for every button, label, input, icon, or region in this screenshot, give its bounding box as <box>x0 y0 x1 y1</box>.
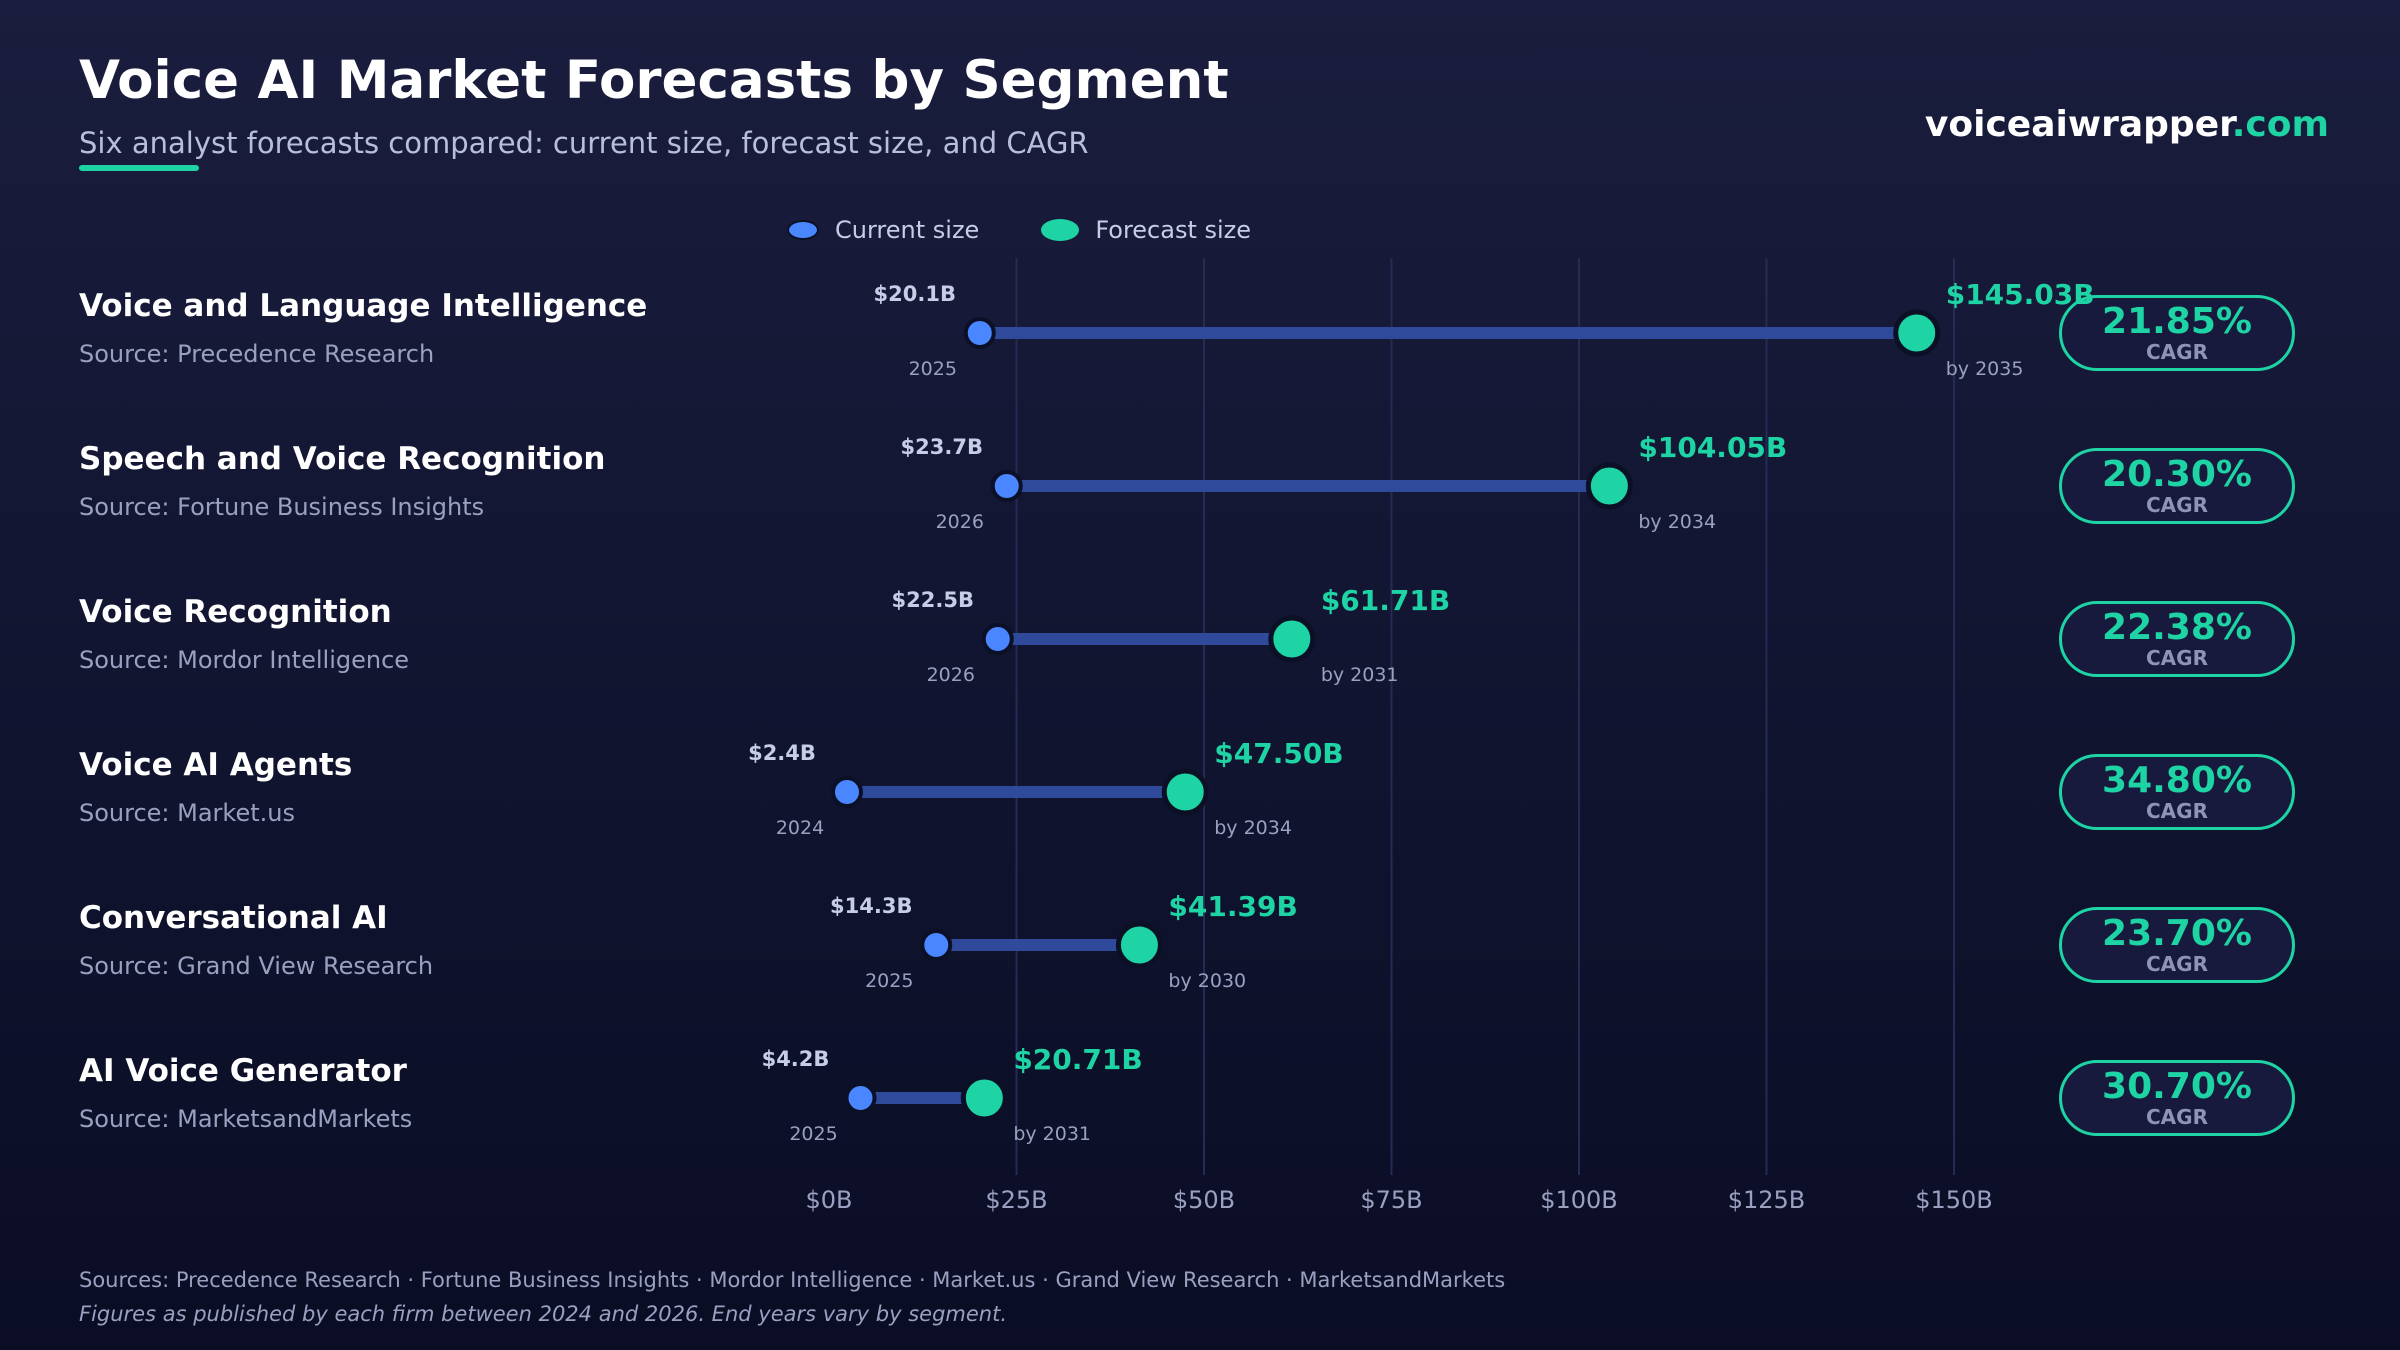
current-size-point <box>920 929 953 961</box>
segment-name: Speech and Voice Recognition <box>79 441 606 477</box>
forecast-year-label: by 2034 <box>1214 817 1292 839</box>
segment-name: Voice and Language Intelligence <box>79 288 648 324</box>
cagr-caption: CAGR <box>2146 1105 2208 1129</box>
segment-label: AI Voice Generator Source: MarketsandMark… <box>79 1053 412 1133</box>
forecast-year-label: by 2035 <box>1946 358 2024 380</box>
current-size-point <box>963 317 996 349</box>
x-tick-label: $50B <box>1173 1186 1235 1214</box>
forecast-year-label: by 2030 <box>1168 970 1246 992</box>
current-value-label: $22.5B <box>892 588 974 612</box>
current-year-label: 2025 <box>909 358 957 380</box>
brand-logo[interactable]: voiceaiwrapper.com <box>1925 104 2329 145</box>
cagr-value: 34.80% <box>2102 760 2252 801</box>
forecast-size-point <box>960 1074 1008 1122</box>
segment-source: Source: Precedence Research <box>79 340 435 368</box>
current-size-point <box>990 470 1023 502</box>
forecast-year-label: by 2034 <box>1638 511 1716 533</box>
cagr-badge: 34.80% CAGR <box>2059 754 2295 830</box>
current-year-label: 2026 <box>927 664 975 686</box>
current-size-point <box>844 1082 877 1114</box>
current-size-point <box>981 623 1014 655</box>
cagr-value: 23.70% <box>2102 913 2252 954</box>
forecast-size-point <box>1268 615 1316 663</box>
forecast-value-label: $47.50B <box>1214 737 1343 770</box>
current-year-label: 2026 <box>936 511 984 533</box>
page-title: Voice AI Market Forecasts by Segment <box>79 50 1229 111</box>
forecast-size-point <box>1161 768 1209 816</box>
segment-label: Voice AI Agents Source: Market.us <box>79 747 352 827</box>
forecast-value-label: $104.05B <box>1638 431 1787 464</box>
forecast-value-label: $41.39B <box>1168 890 1297 923</box>
forecast-value-label: $20.71B <box>1013 1043 1142 1076</box>
forecast-value-label: $145.03B <box>1946 278 2095 311</box>
footer-sources: Sources: Precedence Research · Fortune B… <box>79 1268 1506 1292</box>
cagr-value: 22.38% <box>2102 607 2252 648</box>
cagr-badge: 22.38% CAGR <box>2059 601 2295 677</box>
segment-label: Voice and Language Intelligence Source: P… <box>79 288 647 368</box>
segment-name: Voice Recognition <box>79 594 392 630</box>
forecast-value-label: $61.71B <box>1321 584 1450 617</box>
cagr-badge: 20.30% CAGR <box>2059 448 2295 524</box>
cagr-caption: CAGR <box>2146 799 2208 823</box>
current-year-label: 2024 <box>776 817 824 839</box>
current-year-label: 2025 <box>789 1123 837 1145</box>
cagr-badge: 30.70% CAGR <box>2059 1060 2295 1136</box>
cagr-caption: CAGR <box>2146 493 2208 517</box>
x-tick-label: $125B <box>1728 1186 1806 1214</box>
brand-name: voiceaiwrapper <box>1924 104 2232 145</box>
forecast-size-point <box>1585 462 1633 510</box>
segment-source: Source: Mordor Intelligence <box>79 646 410 674</box>
segment-name: Voice AI Agents <box>79 747 353 783</box>
current-size-swatch <box>787 220 819 240</box>
legend-item-forecast: Forecast size <box>1041 216 1251 244</box>
x-tick-label: $150B <box>1915 1186 1993 1214</box>
segment-source: Source: Grand View Research <box>79 952 434 980</box>
current-value-label: $2.4B <box>748 741 816 765</box>
forecast-year-label: by 2031 <box>1013 1123 1091 1145</box>
legend-forecast-label: Forecast size <box>1095 216 1252 244</box>
footer-note: Figures as published by each firm betwee… <box>79 1302 1007 1326</box>
cagr-value: 21.85% <box>2102 301 2252 342</box>
chart-legend: Current size Forecast size <box>787 212 1251 248</box>
x-tick-label: $100B <box>1540 1186 1618 1214</box>
cagr-caption: CAGR <box>2146 646 2208 670</box>
current-year-label: 2025 <box>865 970 913 992</box>
segment-source: Source: Fortune Business Insights <box>79 493 485 521</box>
current-value-label: $14.3B <box>830 894 912 918</box>
segment-name: Conversational AI <box>79 900 388 936</box>
cagr-caption: CAGR <box>2146 952 2208 976</box>
x-tick-label: $0B <box>805 1186 852 1214</box>
cagr-badge: 23.70% CAGR <box>2059 907 2295 983</box>
x-tick-label: $25B <box>985 1186 1047 1214</box>
legend-item-current: Current size <box>787 216 979 244</box>
cagr-value: 20.30% <box>2102 454 2252 495</box>
legend-current-label: Current size <box>835 216 980 244</box>
forecast-size-point <box>1893 309 1941 357</box>
segment-source: Source: MarketsandMarkets <box>79 1105 413 1133</box>
current-size-point <box>831 776 863 808</box>
current-value-label: $4.2B <box>762 1047 830 1071</box>
forecast-year-label: by 2031 <box>1321 664 1399 686</box>
cagr-value: 30.70% <box>2102 1066 2252 1107</box>
current-value-label: $20.1B <box>874 282 956 306</box>
title-accent-underline <box>79 165 199 171</box>
brand-tld: .com <box>2231 104 2329 145</box>
segment-label: Voice Recognition Source: Mordor Intellig… <box>79 594 409 674</box>
forecast-size-swatch <box>1041 219 1080 241</box>
segment-label: Speech and Voice Recognition Source: Fort… <box>79 441 605 521</box>
forecast-size-point <box>1115 921 1163 969</box>
x-tick-label: $75B <box>1360 1186 1422 1214</box>
cagr-caption: CAGR <box>2146 340 2208 364</box>
segment-source: Source: Market.us <box>79 799 295 827</box>
page-subtitle: Six analyst forecasts compared: current … <box>79 126 1089 160</box>
current-value-label: $23.7B <box>901 435 983 459</box>
segment-label: Conversational AI Source: Grand View Rese… <box>79 900 433 980</box>
segment-name: AI Voice Generator <box>79 1053 407 1089</box>
cagr-badge: 21.85% CAGR <box>2059 295 2295 371</box>
